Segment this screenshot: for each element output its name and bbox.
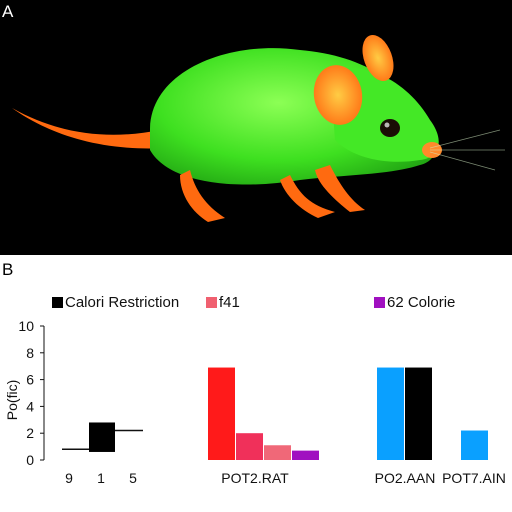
- x-tick-label-group0-0: 9: [65, 470, 73, 486]
- legend-swatch-2: [374, 297, 385, 308]
- bar-group1-2: [264, 445, 291, 460]
- rat-ear-back: [362, 34, 394, 82]
- chart-legend: Calori Restriction f41 62 Colorie: [0, 294, 512, 316]
- y-tick-label-2: 4: [26, 398, 34, 414]
- panel-b-label: B: [2, 260, 14, 279]
- x-tick-label-group0-1: 1: [97, 470, 105, 486]
- bar-group2-0: [377, 367, 404, 460]
- bar-group0-0: [89, 422, 115, 452]
- y-tick-label-0: 0: [26, 452, 34, 468]
- bar-group1-3: [292, 450, 319, 460]
- bar-chart: 0 2 4 6 8 10 Po(fic) 9 1 5 POT2.RAT PO2.AAN POT7.AIN: [4, 318, 506, 486]
- legend-label-2: 62 Colorie: [387, 294, 456, 311]
- x-group-label-1: POT2.RAT: [221, 470, 289, 486]
- rat-ear-front: [313, 65, 363, 125]
- bar-group1-0: [208, 367, 235, 460]
- legend-swatch-1: [206, 297, 217, 308]
- rat-leg-mid: [280, 175, 335, 218]
- panel-a-illustration: A: [0, 0, 512, 255]
- y-axis-label: Po(fic): [4, 380, 20, 420]
- x-tick-label-group0-2: 5: [129, 470, 137, 486]
- legend-item-2: 62 Colorie: [374, 294, 455, 311]
- y-tick-label-3: 6: [26, 372, 34, 388]
- bar-group1-1: [236, 433, 263, 460]
- y-tick-label-5: 10: [18, 318, 34, 334]
- panel-a-label: A: [2, 2, 14, 21]
- x-group-label-3: POT7.AIN: [442, 470, 506, 486]
- rat-leg-back: [180, 170, 225, 222]
- rat-illustration: [12, 34, 505, 222]
- rat-whiskers: [429, 129, 505, 171]
- legend-label-1: f41: [219, 294, 240, 311]
- rat-leg-front: [315, 165, 365, 212]
- rat-tail: [12, 108, 165, 149]
- legend-item-1: f41: [206, 294, 240, 311]
- legend-label-0: Calori Restriction: [65, 294, 180, 311]
- legend-item-0: Calori Restriction: [52, 294, 179, 311]
- bar-group2-1: [405, 367, 432, 460]
- y-tick-label-4: 8: [26, 345, 34, 361]
- rat-eye: [380, 119, 400, 137]
- x-group-label-2: PO2.AAN: [375, 470, 436, 486]
- legend-swatch-0: [52, 297, 63, 308]
- y-tick-label-1: 2: [26, 425, 34, 441]
- bar-group3-0: [461, 430, 488, 460]
